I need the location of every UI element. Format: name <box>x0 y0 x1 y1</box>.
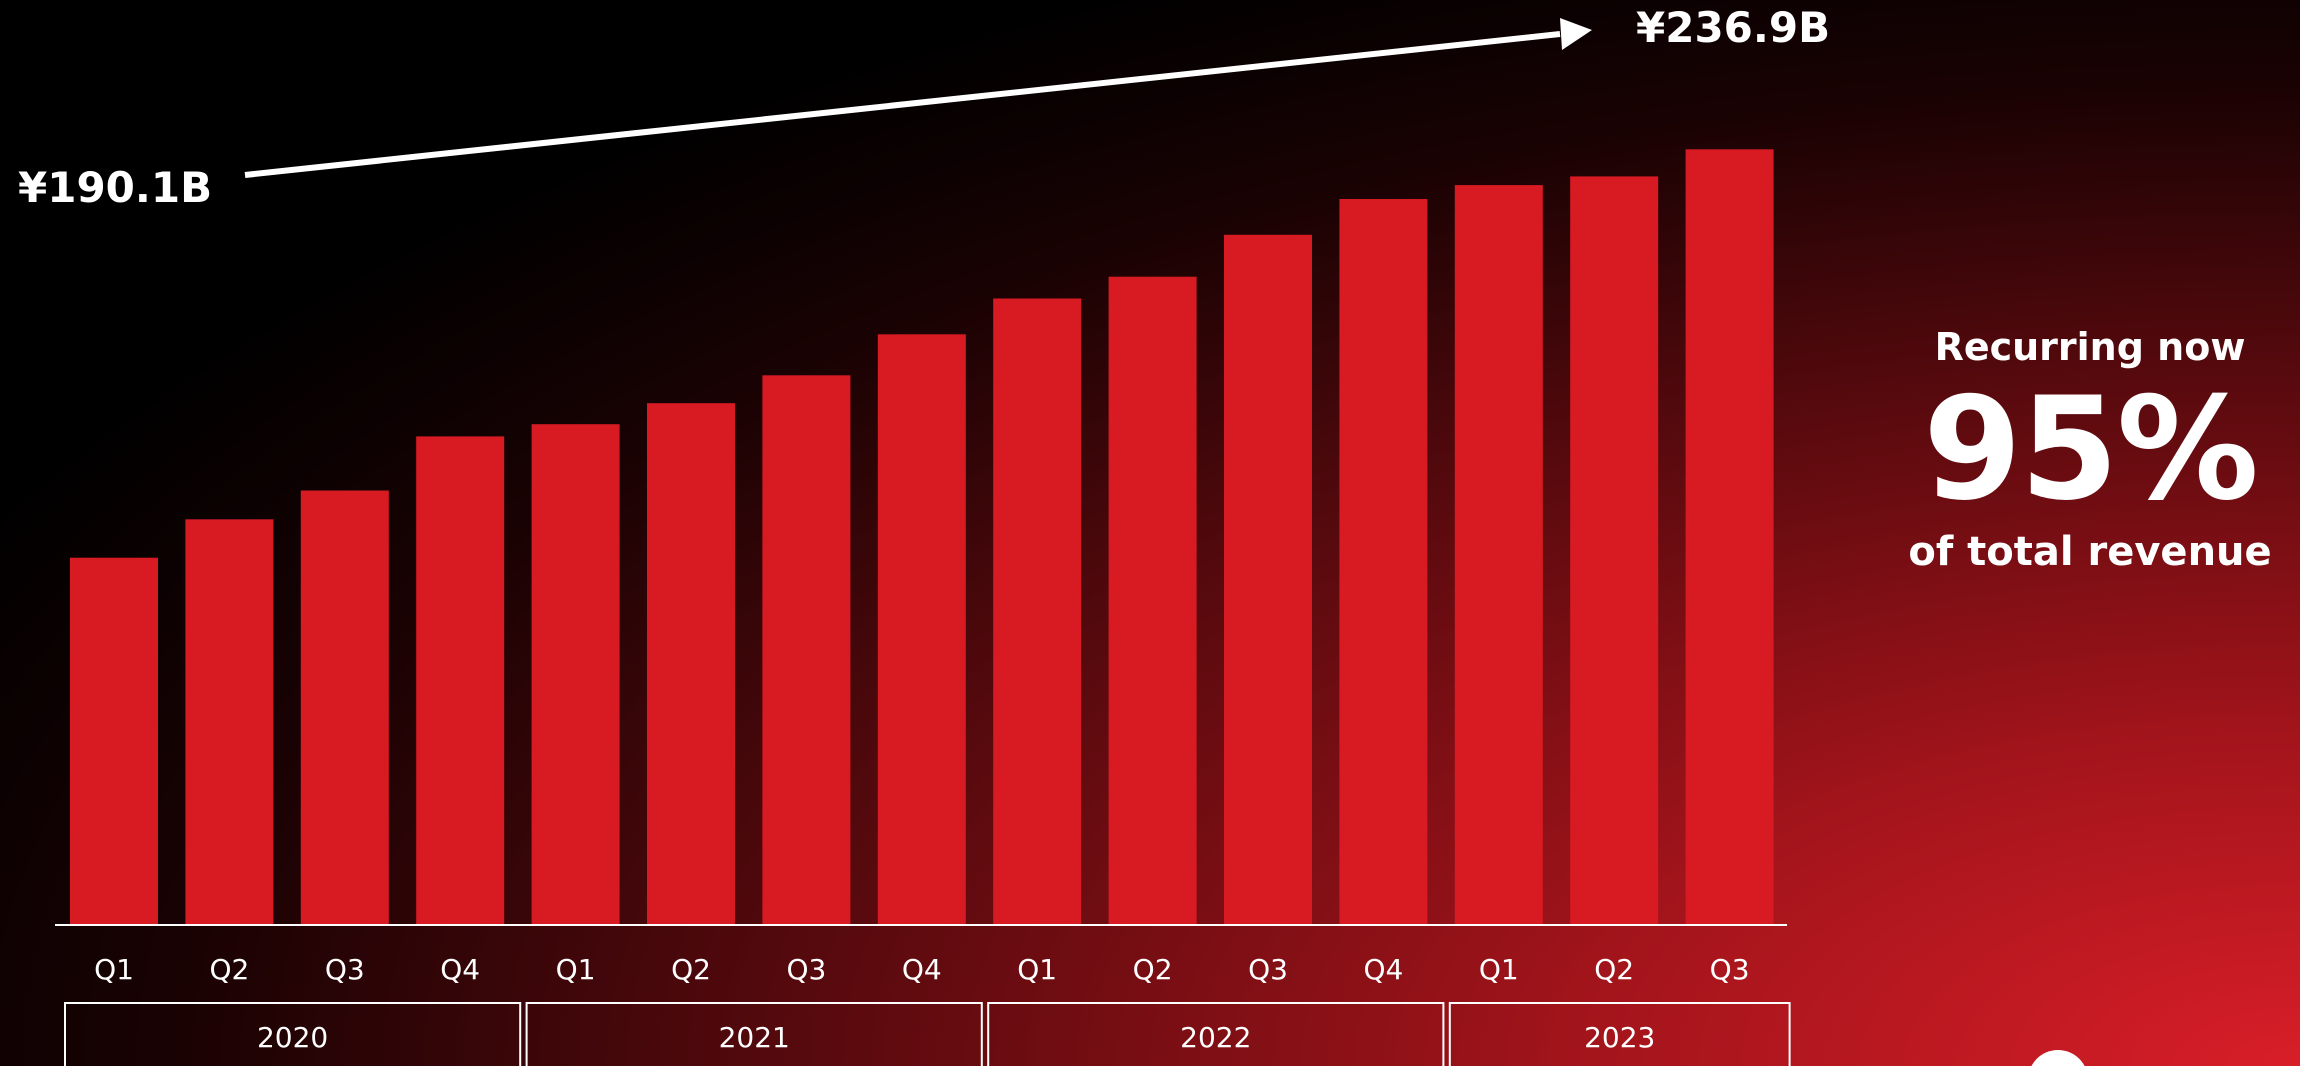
x-tick-label: Q3 <box>786 953 826 986</box>
bars-group <box>70 149 1774 926</box>
bar <box>300 490 389 925</box>
x-tick-label: Q4 <box>902 953 942 986</box>
year-box <box>64 1002 522 1066</box>
bar <box>1454 185 1543 926</box>
bar <box>647 403 735 925</box>
year-label: 2022 <box>1180 1021 1251 1054</box>
recurring-revenue-callout: Recurring now 95% of total revenue <box>1880 325 2300 575</box>
x-tick-labels: Q1 Q2 Q3 Q4 Q1 Q2 Q3 Q4 Q1 Q2 Q3 Q4 Q1 Q2 Q3 <box>94 953 1749 986</box>
x-tick-label: Q1 <box>1479 953 1519 986</box>
bar <box>1685 149 1774 926</box>
bar <box>1339 199 1428 925</box>
bar <box>416 436 505 925</box>
x-tick-label: Q4 <box>1363 953 1403 986</box>
callout-percentage: 95% <box>1923 367 2259 532</box>
start-value-label: ¥190.1B <box>18 163 212 212</box>
x-tick-label: Q1 <box>94 953 134 986</box>
end-value-label: ¥236.9B <box>1636 3 1830 52</box>
bar <box>70 557 158 925</box>
x-tick-label: Q1 <box>1017 953 1057 986</box>
x-tick-label: Q2 <box>671 953 711 986</box>
bar <box>531 424 620 925</box>
year-label: 2023 <box>1584 1021 1655 1054</box>
x-tick-label: Q2 <box>1594 953 1634 986</box>
callout-subtext: of total revenue <box>1908 529 2272 575</box>
bar <box>993 298 1082 925</box>
trend-arrow-line <box>244 31 1561 178</box>
x-tick-label: Q2 <box>209 953 249 986</box>
x-tick-label: Q4 <box>440 953 480 986</box>
logo-mark-icon <box>2028 1050 2088 1066</box>
bar <box>1108 276 1197 925</box>
trend-arrow-head <box>1560 18 1592 50</box>
year-box <box>1448 1002 1791 1066</box>
x-tick-label: Q3 <box>325 953 365 986</box>
bar <box>1570 176 1659 925</box>
year-label: 2021 <box>719 1021 790 1054</box>
x-tick-label: Q2 <box>1133 953 1173 986</box>
year-groups: 2020 2021 2022 2023 <box>64 1002 1791 1066</box>
callout-heading: Recurring now <box>1934 325 2246 369</box>
x-tick-label: Q3 <box>1248 953 1288 986</box>
trend-arrow <box>244 18 1592 178</box>
x-tick-label: Q3 <box>1710 953 1750 986</box>
bar <box>762 375 851 925</box>
year-box <box>987 1002 1445 1066</box>
bar <box>877 334 966 925</box>
bar <box>185 519 274 925</box>
x-tick-label: Q1 <box>556 953 596 986</box>
year-label: 2020 <box>257 1021 328 1054</box>
bar <box>1224 234 1312 926</box>
year-box <box>525 1002 983 1066</box>
